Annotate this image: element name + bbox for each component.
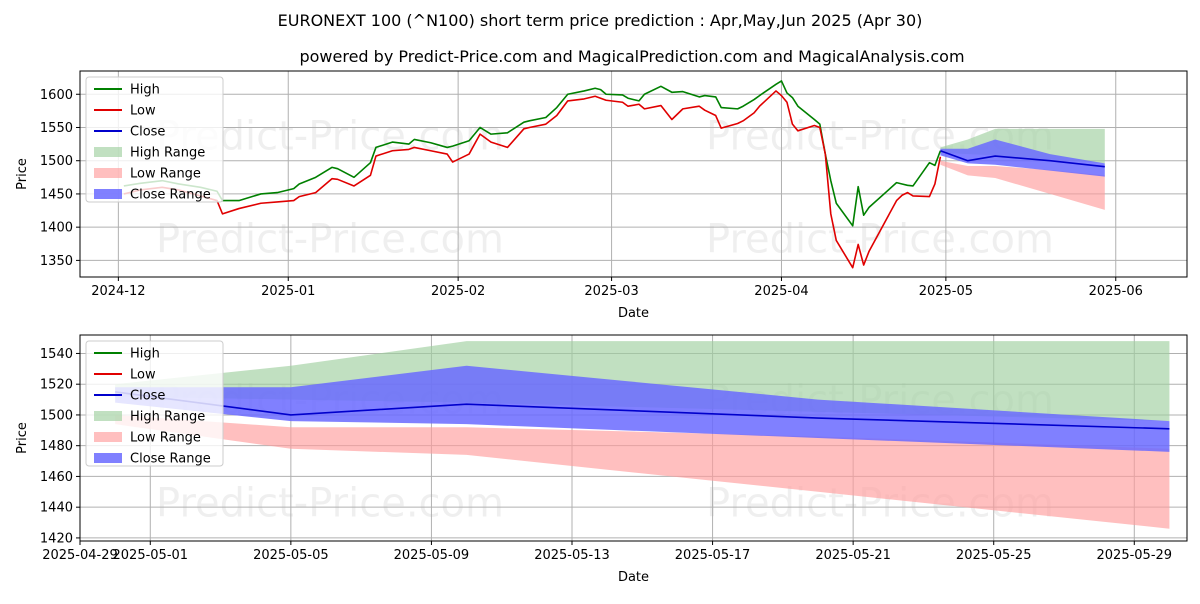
high-range-legend-swatch bbox=[94, 147, 122, 157]
y-tick-label: 1550 bbox=[40, 121, 73, 136]
low-range-legend-swatch bbox=[94, 168, 122, 178]
legend-label: Low bbox=[130, 104, 156, 119]
x-axis-label: Date bbox=[618, 306, 649, 321]
legend-label: Close Range bbox=[130, 452, 211, 467]
close-range-legend-swatch bbox=[94, 189, 122, 199]
y-tick-label: 1520 bbox=[40, 378, 73, 393]
x-tick-label: 2025-05 bbox=[919, 284, 973, 299]
close-range-legend-swatch bbox=[94, 453, 122, 463]
high-range-legend-swatch bbox=[94, 411, 122, 421]
x-axis-label: Date bbox=[618, 570, 649, 585]
legend-label: High bbox=[130, 83, 160, 98]
chart-subtitle: powered by Predict-Price.com and Magical… bbox=[299, 47, 964, 66]
legend-label: High Range bbox=[130, 146, 205, 161]
x-tick-label: 2025-05-05 bbox=[253, 548, 329, 563]
y-axis-label: Price bbox=[15, 422, 30, 454]
y-tick-label: 1400 bbox=[40, 221, 73, 236]
y-tick-label: 1540 bbox=[40, 347, 73, 362]
x-tick-label: 2025-01 bbox=[261, 284, 315, 299]
legend-label: Low Range bbox=[130, 167, 201, 182]
y-axis-label: Price bbox=[15, 158, 30, 190]
bottom-panel: Predict-Price.comPredict-Price.comPredic… bbox=[15, 335, 1187, 585]
x-tick-label: 2025-03 bbox=[584, 284, 638, 299]
x-tick-label: 2025-04 bbox=[754, 284, 808, 299]
x-tick-label: 2025-05-25 bbox=[956, 548, 1032, 563]
legend-label: High bbox=[130, 347, 160, 362]
y-tick-label: 1500 bbox=[40, 154, 73, 169]
low-range-legend-swatch bbox=[94, 432, 122, 442]
legend-label: Close Range bbox=[130, 188, 211, 203]
y-tick-label: 1450 bbox=[40, 187, 73, 202]
legend-label: High Range bbox=[130, 410, 205, 425]
chart-title: EURONEXT 100 (^N100) short term price pr… bbox=[278, 11, 923, 30]
watermark-text: Predict-Price.com bbox=[156, 480, 504, 526]
y-tick-label: 1460 bbox=[40, 470, 73, 485]
x-tick-label: 2025-05-13 bbox=[534, 548, 610, 563]
legend-label: Close bbox=[130, 389, 165, 404]
watermark-text: Predict-Price.com bbox=[156, 216, 504, 262]
legend-label: Low Range bbox=[130, 431, 201, 446]
x-tick-label: 2025-05-01 bbox=[113, 548, 189, 563]
y-tick-label: 1440 bbox=[40, 501, 73, 516]
x-tick-label: 2024-12 bbox=[91, 284, 145, 299]
x-tick-label: 2025-05-29 bbox=[1097, 548, 1173, 563]
y-tick-label: 1350 bbox=[40, 254, 73, 269]
y-tick-label: 1420 bbox=[40, 531, 73, 546]
x-tick-label: 2025-05-21 bbox=[815, 548, 891, 563]
watermark-text: Predict-Price.com bbox=[706, 216, 1054, 262]
x-tick-label: 2025-06 bbox=[1089, 284, 1143, 299]
legend-label: Close bbox=[130, 125, 165, 140]
x-tick-label: 2025-02 bbox=[431, 284, 485, 299]
y-tick-label: 1500 bbox=[40, 408, 73, 423]
y-tick-label: 1600 bbox=[40, 88, 73, 103]
x-tick-label: 2025-05-09 bbox=[394, 548, 470, 563]
legend-label: Low bbox=[130, 368, 156, 383]
y-tick-label: 1480 bbox=[40, 439, 73, 454]
x-tick-label: 2025-04-29 bbox=[42, 548, 118, 563]
x-tick-label: 2025-05-17 bbox=[675, 548, 751, 563]
